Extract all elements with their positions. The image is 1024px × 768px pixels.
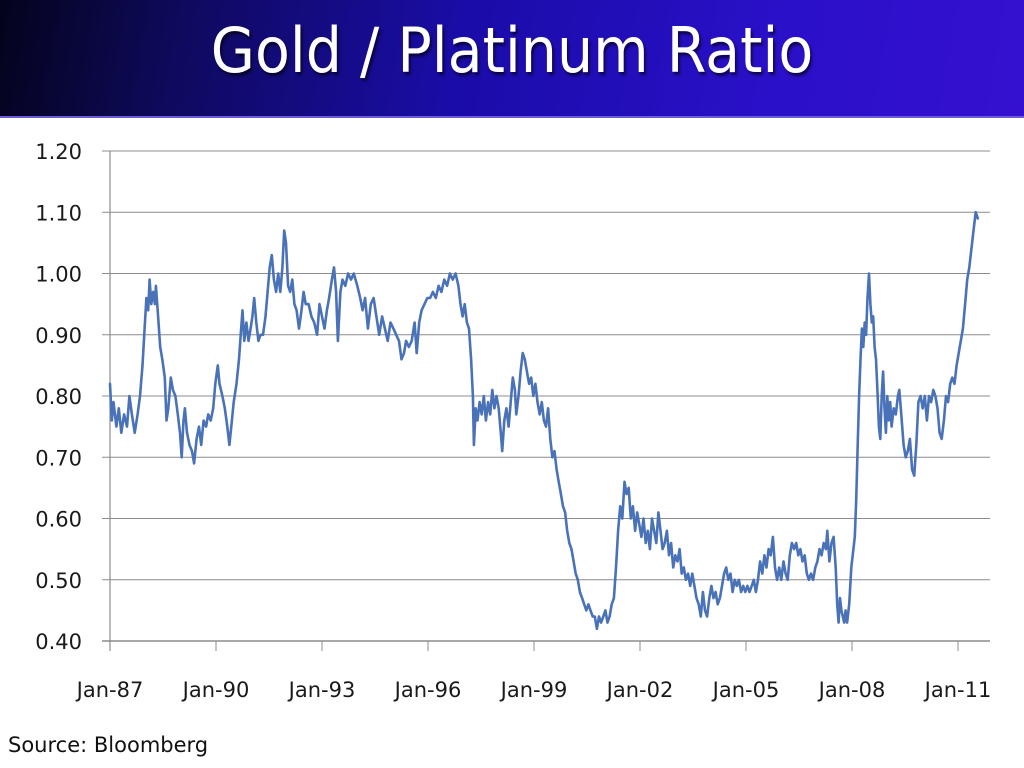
y-axis: 0.40 0.50 0.60 0.70 0.80 0.90 1.00 1.10 1.20 [35, 140, 111, 654]
y-tick-label: 0.60 [35, 508, 82, 532]
x-tick-label: Jan-11 [923, 678, 992, 702]
x-tick-label: Jan-87 [75, 678, 144, 702]
x-tick-label: Jan-02 [605, 678, 674, 702]
gridlines [102, 150, 990, 642]
x-tick-label: Jan-90 [181, 678, 250, 702]
slide-title: Gold / Platinum Ratio [210, 14, 814, 87]
x-tick-label: Jan-08 [817, 678, 886, 702]
y-tick-label: 0.90 [35, 324, 82, 348]
x-tick-label: Jan-99 [499, 678, 568, 702]
ratio-series-line [108, 210, 980, 631]
x-axis: Jan-87 Jan-90 Jan-93 Jan-96 Jan-99 Jan-02 Jan-… [75, 641, 992, 702]
y-tick-label: 0.40 [35, 630, 82, 654]
source-note: Source: Bloomberg [8, 733, 209, 757]
y-tick-label: 0.70 [35, 446, 82, 470]
y-tick-label: 0.50 [35, 569, 82, 593]
y-tick-label: 1.20 [35, 140, 82, 164]
x-tick-label: Jan-93 [287, 678, 356, 702]
x-tick-label: Jan-05 [711, 678, 780, 702]
x-tick-label: Jan-96 [393, 678, 462, 702]
y-tick-label: 0.80 [35, 385, 82, 409]
y-tick-label: 1.10 [35, 201, 82, 225]
y-tick-label: 1.00 [35, 263, 82, 287]
title-bar: Gold / Platinum Ratio [0, 0, 1024, 118]
